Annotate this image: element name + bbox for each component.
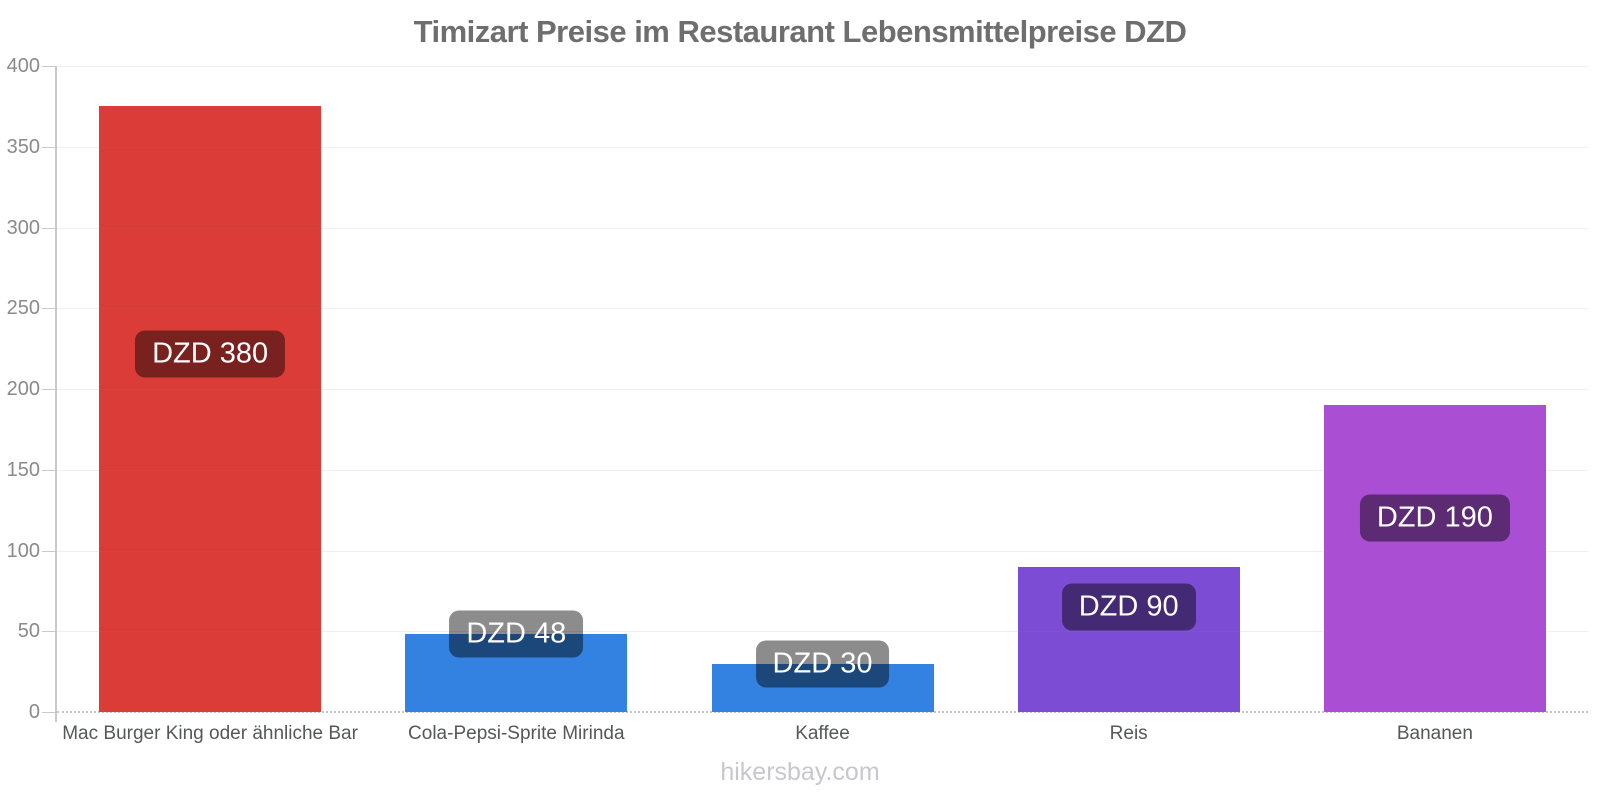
y-tick-label: 50 [17, 620, 40, 643]
y-tick-mark [42, 389, 57, 390]
gridline-150 [57, 469, 1588, 471]
bar-value-badge: DZD 30 [755, 640, 890, 688]
y-tick-mark [42, 631, 57, 633]
chart-title: Timizart Preise im Restaurant Lebensmitt… [413, 14, 1187, 49]
y-tick-mark [42, 469, 57, 471]
x-axis-baseline [57, 711, 1588, 713]
y-tick-label: 100 [6, 539, 40, 562]
footer-watermark: hikersbay.com [720, 758, 880, 786]
y-tick-mark [42, 308, 57, 310]
bar-3[interactable] [711, 663, 934, 712]
bar-value-badge: DZD 190 [1359, 494, 1510, 542]
gridline-50 [57, 631, 1588, 633]
x-axis-label-4: Reis [1109, 723, 1148, 744]
y-tick-label: 350 [6, 135, 40, 158]
gridline-350 [57, 146, 1588, 148]
x-axis-label-2: Cola-Pepsi-Sprite Mirinda [408, 723, 625, 744]
bar-value-badge: DZD 48 [449, 610, 584, 658]
gridline-300 [57, 227, 1588, 229]
y-tick-label: 250 [6, 297, 40, 320]
bar-1[interactable] [99, 106, 322, 712]
y-tick-label: 400 [6, 55, 40, 77]
bar-5[interactable] [1323, 405, 1546, 712]
gridline-250 [57, 308, 1588, 310]
plot-area: DZD 380 DZD 48 DZD 30 DZD 90 DZD 190 [57, 66, 1588, 712]
y-tick-label: 300 [6, 216, 40, 239]
x-axis-label-5: Bananen [1396, 723, 1473, 744]
y-tick-mark [42, 550, 57, 552]
y-tick-label: 0 [28, 701, 40, 723]
y-tick-mark [42, 227, 57, 229]
y-tick-mark [42, 66, 57, 67]
x-axis-label-1: Mac Burger King oder ähnliche Bar [62, 723, 358, 744]
y-tick-label: 150 [6, 458, 40, 481]
gridline-100 [57, 550, 1588, 552]
y-tick-mark [42, 712, 57, 713]
bar-2[interactable] [405, 634, 628, 712]
y-tick-label: 200 [6, 378, 40, 400]
bar-value-badge: DZD 380 [135, 330, 286, 378]
y-axis-line [55, 66, 57, 722]
gridline-200 [57, 389, 1588, 390]
y-tick-mark [42, 146, 57, 148]
bar-value-badge: DZD 90 [1061, 583, 1196, 631]
gridline-400 [57, 66, 1588, 67]
bar-4[interactable] [1017, 566, 1240, 712]
x-axis-label-3: Kaffee [795, 723, 850, 744]
